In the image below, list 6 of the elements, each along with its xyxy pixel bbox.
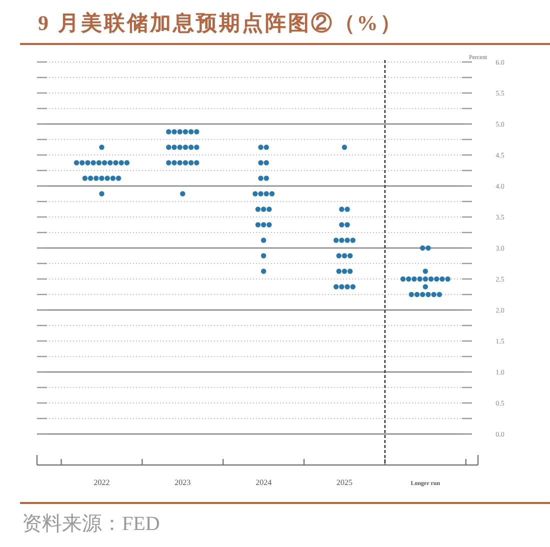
x-tick-label: 2024 — [256, 478, 272, 487]
x-tick-label: 2025 — [336, 478, 352, 487]
x-tick-label: 2022 — [94, 478, 110, 487]
text: 资料来源：FED — [22, 513, 160, 535]
x-tick-label: 2023 — [174, 478, 191, 487]
chart-title: 9 月美联储加息预期点阵图②（%） — [38, 11, 403, 35]
